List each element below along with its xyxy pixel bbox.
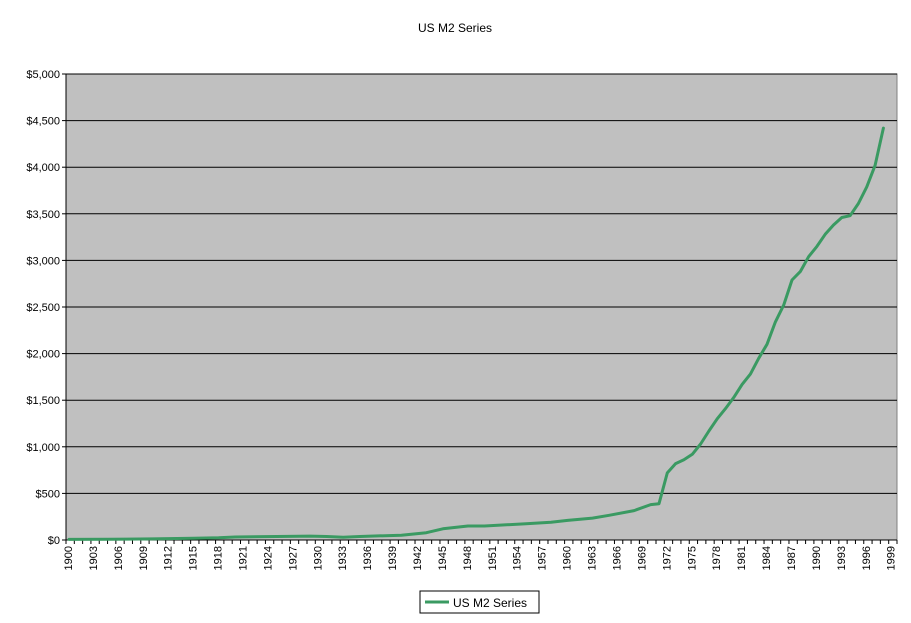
x-tick-label: 1921: [238, 546, 250, 570]
y-tick-label: $2,500: [26, 302, 60, 314]
series-line-us-m2-series: [67, 126, 885, 541]
x-tick-label: 1927: [287, 546, 299, 570]
grid-lines: [66, 73, 897, 494]
x-tick-label: 1942: [412, 546, 424, 570]
x-tick-label: 1984: [761, 546, 773, 570]
x-tick-label: 1972: [661, 546, 673, 570]
x-tick-label: 1999: [886, 546, 898, 570]
y-tick-label: $1,000: [26, 442, 60, 454]
y-tick-label: $3,000: [26, 255, 60, 267]
x-axis: 1900 1903 1906 1909 1912 1915 1918 1921 1924 1927…: [63, 539, 898, 570]
x-tick-label: 1987: [786, 546, 798, 570]
x-tick-label: 1963: [587, 546, 599, 570]
y-axis: $0 $500 $1,000 $1,500 $2,000 $2,500 $3,000 $3,5…: [26, 69, 67, 547]
x-tick-label: 1933: [337, 546, 349, 570]
y-tick-label: $2,000: [26, 349, 60, 361]
x-tick-label: 1954: [512, 546, 524, 570]
y-tick-label: $0: [48, 535, 60, 547]
x-tick-label: 1957: [537, 546, 549, 570]
x-tick-label: 1939: [387, 546, 399, 570]
y-tick-label: $1,500: [26, 395, 60, 407]
y-tick-label: $4,000: [26, 162, 60, 174]
x-tick-label: 1903: [88, 546, 100, 570]
series-group: [67, 126, 885, 541]
x-tick-label: 1912: [163, 546, 175, 570]
x-tick-label: 1936: [362, 546, 374, 570]
x-tick-label: 1960: [562, 546, 574, 570]
y-tick-label: $4,500: [26, 116, 60, 128]
x-tick-label: 1996: [861, 546, 873, 570]
y-tick-label: $3,500: [26, 209, 60, 221]
x-tick-label: 1915: [188, 546, 200, 570]
x-tick-label: 1945: [437, 546, 449, 570]
x-tick-label: 1966: [611, 546, 623, 570]
x-tick-label: 1918: [213, 546, 225, 570]
legend-label-us-m2-series: US M2 Series: [453, 596, 527, 610]
x-tick-label: 1978: [711, 546, 723, 570]
y-tick-label: $500: [36, 488, 60, 500]
y-tick-label: $5,000: [26, 69, 60, 81]
x-tick-label: 1975: [686, 546, 698, 570]
x-tick-label: 1900: [63, 546, 75, 570]
x-tick-label: 1909: [138, 546, 150, 570]
legend-box: [419, 590, 540, 614]
x-tick-label: 1906: [113, 546, 125, 570]
x-tick-label: 1981: [736, 546, 748, 570]
chart-title: US M2 Series: [418, 21, 492, 35]
x-tick-label: 1924: [262, 546, 274, 570]
x-tick-label: 1948: [462, 546, 474, 570]
legend: US M2 Series: [419, 590, 540, 614]
x-tick-label: 1969: [636, 546, 648, 570]
x-tick-label: 1993: [836, 546, 848, 570]
x-tick-label: 1951: [487, 546, 499, 570]
x-tick-label: 1990: [811, 546, 823, 570]
x-tick-label: 1930: [312, 546, 324, 570]
